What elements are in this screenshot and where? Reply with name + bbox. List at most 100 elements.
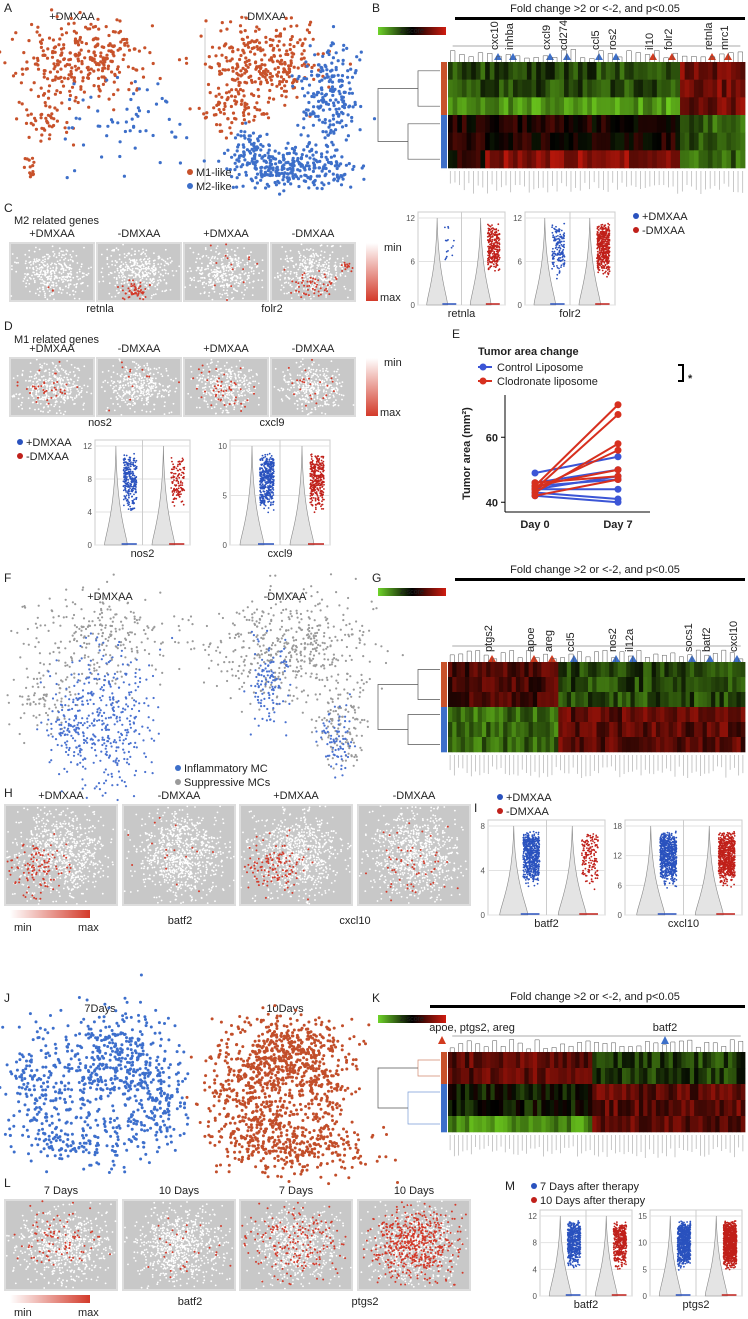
heat-cell <box>564 150 570 169</box>
cell-dot <box>266 173 270 177</box>
cell-dot <box>336 257 339 260</box>
cell-dot <box>207 406 209 408</box>
cell-dot <box>98 280 101 283</box>
cell-dot <box>46 363 48 366</box>
cell-dot <box>312 77 316 81</box>
cell-dot <box>82 90 86 94</box>
cell-dot <box>233 136 238 140</box>
cell-dot <box>52 382 55 384</box>
condition-label: -DMXAA <box>244 11 287 23</box>
cell-dot <box>303 288 305 290</box>
cell-dot <box>334 391 337 393</box>
cell-dot <box>221 68 225 72</box>
heat-cell <box>531 62 537 80</box>
cell-dot <box>334 403 337 406</box>
cell-dot <box>38 373 40 375</box>
cell-dot <box>292 78 296 82</box>
cell-dot <box>74 384 76 387</box>
cell-dot <box>242 41 246 46</box>
cell-dot <box>213 291 216 293</box>
cell-dot <box>80 263 83 266</box>
dendrogram <box>737 51 743 62</box>
cell-dot <box>59 277 61 279</box>
cell-dot <box>150 393 153 396</box>
cell-dot <box>137 397 140 399</box>
heat-cell <box>707 79 713 98</box>
cell-dot <box>230 77 234 81</box>
gene-arrow <box>724 53 732 60</box>
heat-cell <box>485 132 491 151</box>
condition-label: -DMXAA <box>292 343 335 355</box>
heat-cell <box>591 132 597 151</box>
cell-dot <box>161 375 164 378</box>
cell-dot <box>327 403 330 406</box>
cell-dot <box>51 281 54 284</box>
cell-dot <box>300 360 302 363</box>
cell-dot <box>68 93 72 98</box>
cell-dot <box>189 247 192 250</box>
cell-dot <box>69 293 71 296</box>
cell-dot <box>298 276 301 279</box>
cell-dot <box>12 377 15 379</box>
heat-cell <box>670 150 676 169</box>
cell-dot <box>326 259 328 262</box>
cell-dot <box>237 172 241 177</box>
heat-cell <box>452 97 458 116</box>
cell-dot <box>350 119 354 123</box>
cell-dot <box>123 378 125 380</box>
heat-cell <box>638 132 644 151</box>
cell-dot <box>163 264 166 267</box>
gene-label: cxc10 <box>489 21 501 50</box>
cell-dot <box>222 394 224 397</box>
cell-dot <box>125 375 128 377</box>
cell-dot <box>229 277 232 280</box>
cell-dot <box>43 101 47 105</box>
heat-cell <box>452 115 458 133</box>
cell-dot <box>325 294 327 296</box>
cell-dot <box>338 382 341 384</box>
cell-dot <box>10 295 13 297</box>
cell-dot <box>15 270 18 273</box>
cell-dot <box>233 406 236 409</box>
heat-cell <box>740 79 746 98</box>
cell-dot <box>218 72 222 76</box>
cell-dot <box>25 285 27 288</box>
cell-dot <box>302 255 305 258</box>
cell-dot <box>249 266 251 269</box>
cell-dot <box>113 409 116 412</box>
cell-dot <box>243 130 247 134</box>
cell-dot <box>107 33 111 38</box>
heat-cell <box>545 79 551 98</box>
cell-dot <box>242 268 245 271</box>
cell-dot <box>130 373 133 376</box>
cell-dot <box>236 290 239 293</box>
cell-dot <box>261 155 265 159</box>
cell-dot <box>241 89 245 93</box>
cell-dot <box>76 100 80 105</box>
cell-dot <box>230 121 234 125</box>
cell-dot <box>257 27 261 31</box>
cell-dot <box>101 371 104 373</box>
cell-dot <box>102 75 106 79</box>
cell-dot <box>289 373 291 375</box>
heat-cell <box>610 79 616 98</box>
cell-dot <box>144 267 147 270</box>
cell-dot <box>325 390 328 393</box>
cell-dot <box>102 63 106 67</box>
cell-dot <box>275 84 279 88</box>
cell-dot <box>324 279 327 282</box>
cell-dot <box>254 148 258 152</box>
cell-dot <box>290 259 293 262</box>
tsne-map <box>183 242 269 302</box>
cell-dot <box>115 75 120 80</box>
cell-dot <box>301 380 304 383</box>
cell-dot <box>244 386 247 388</box>
cell-dot <box>203 281 206 284</box>
cell-dot <box>286 141 290 145</box>
cell-dot <box>121 366 124 369</box>
cell-dot <box>289 272 292 275</box>
cell-dot <box>102 381 105 383</box>
cell-dot <box>312 258 314 261</box>
cell-dot <box>226 386 229 389</box>
heat-cell <box>494 97 500 116</box>
